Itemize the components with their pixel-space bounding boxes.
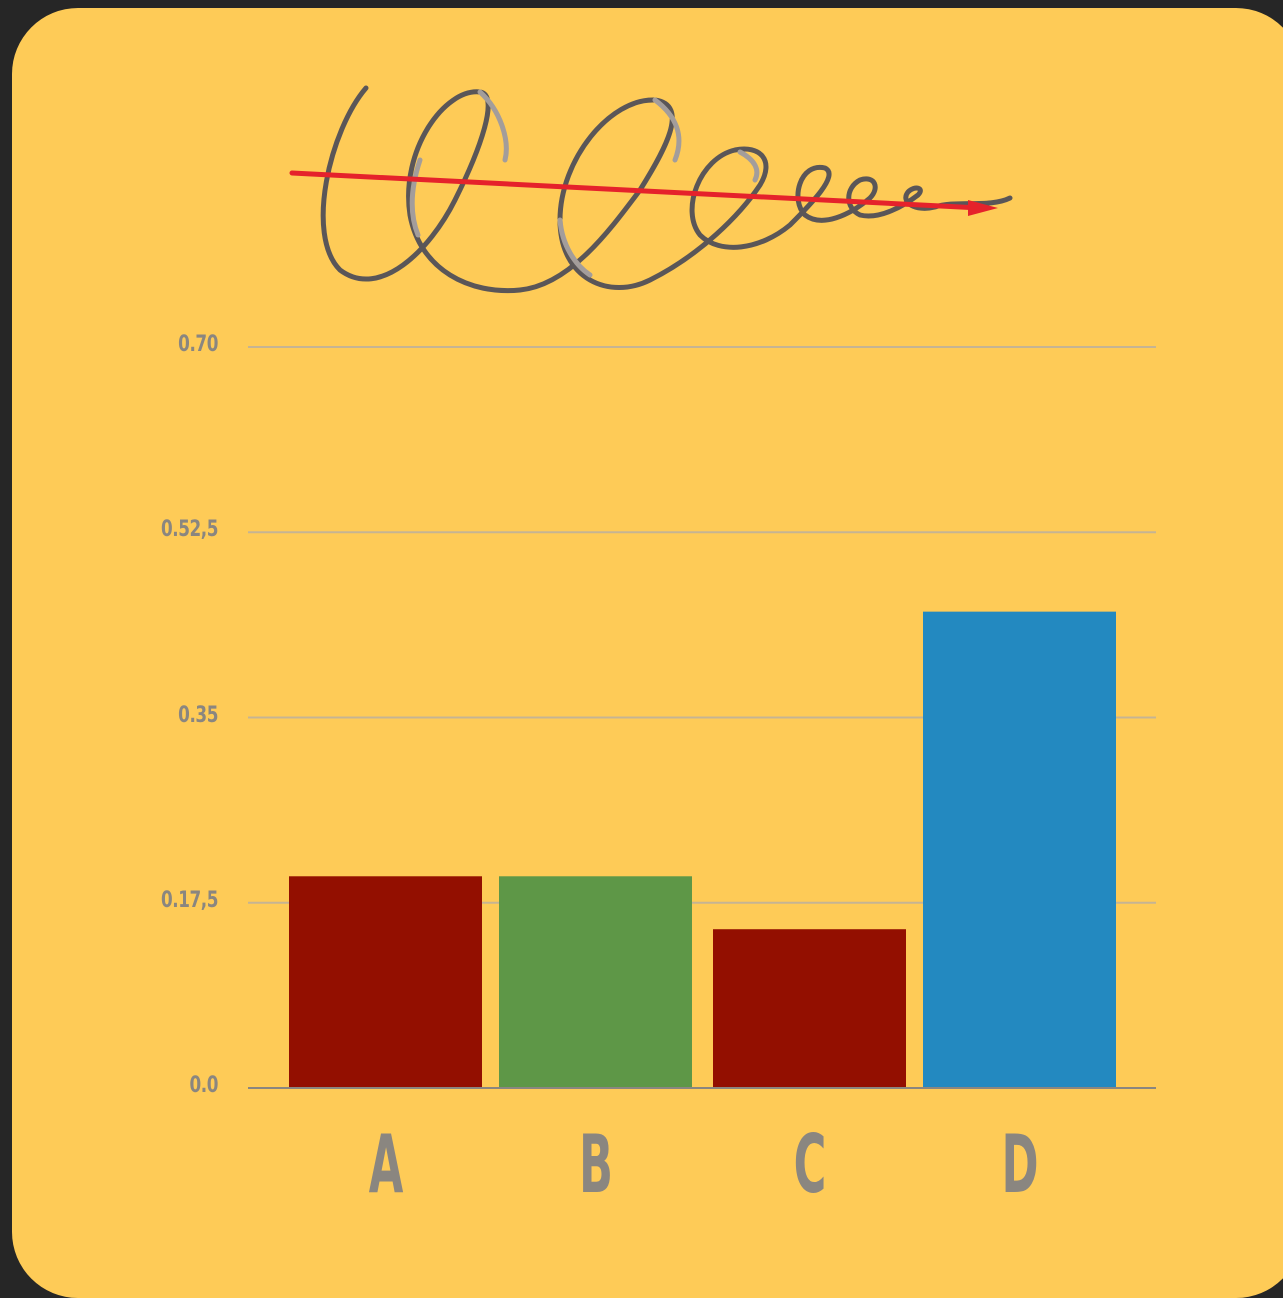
x-category-label: B [578, 1118, 613, 1211]
y-tick-label: 0.52,5 [160, 517, 218, 543]
y-tick-label: 0.35 [178, 702, 218, 728]
bar-d [923, 611, 1116, 1088]
y-tick-label: 0.17,5 [160, 887, 218, 913]
bars [289, 611, 1116, 1088]
bar-b [499, 876, 692, 1088]
x-category-label: A [368, 1118, 403, 1211]
scribble-arrow-icon [289, 85, 1013, 294]
y-tick-label: 0.70 [178, 332, 218, 357]
y-tick-label: 0.0 [189, 1073, 218, 1098]
bar-a [289, 876, 482, 1088]
bar-c [713, 929, 906, 1088]
x-category-label: D [1000, 1118, 1039, 1211]
x-category-label: C [793, 1118, 826, 1211]
